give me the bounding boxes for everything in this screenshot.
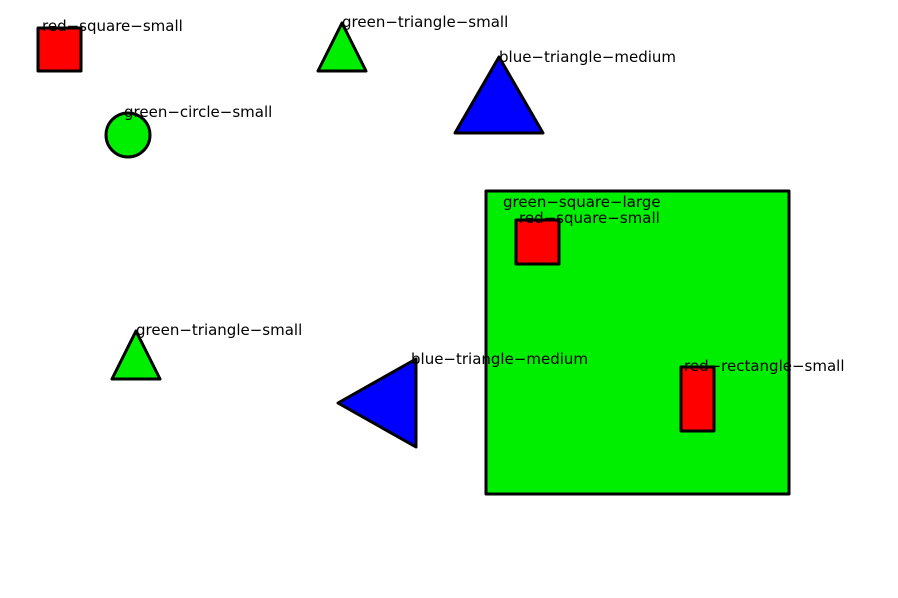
label-red-square-small-inner: red−square−small [519, 209, 660, 227]
red-rectangle-small [679, 365, 716, 433]
label-red-rectangle-small: red−rectangle−small [684, 357, 845, 375]
red-square-small [36, 26, 83, 73]
label-green-triangle-small: green−triangle−small [342, 13, 508, 31]
label-blue-triangle-medium-left: blue−triangle−medium [411, 350, 588, 368]
label-blue-triangle-medium: blue−triangle−medium [499, 48, 676, 66]
green-circle-small [104, 111, 152, 159]
blue-triangle-medium [453, 55, 545, 135]
label-green-circle-small: green−circle−small [124, 103, 272, 121]
red-square-small-inner [514, 218, 561, 266]
label-red-square-small: red−square−small [42, 17, 183, 35]
green-triangle-small-left [110, 329, 162, 381]
label-green-square-large: green−square−large [503, 193, 661, 211]
green-triangle-small [316, 21, 368, 73]
blue-triangle-medium-left [336, 357, 418, 449]
label-green-triangle-small-left: green−triangle−small [136, 321, 302, 339]
